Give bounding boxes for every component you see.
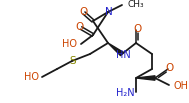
- Text: HN: HN: [116, 50, 130, 60]
- Text: CH₃: CH₃: [127, 0, 144, 9]
- Polygon shape: [108, 43, 123, 56]
- Text: HO: HO: [62, 39, 77, 49]
- Polygon shape: [136, 76, 155, 80]
- Text: O: O: [134, 24, 142, 34]
- Text: H₂N: H₂N: [116, 88, 135, 98]
- Text: O: O: [166, 63, 174, 73]
- Text: HO: HO: [24, 72, 39, 82]
- Text: O: O: [76, 22, 84, 32]
- Text: N: N: [105, 7, 113, 17]
- Text: S: S: [70, 56, 76, 66]
- Text: O: O: [79, 7, 87, 17]
- Text: OH: OH: [174, 81, 189, 91]
